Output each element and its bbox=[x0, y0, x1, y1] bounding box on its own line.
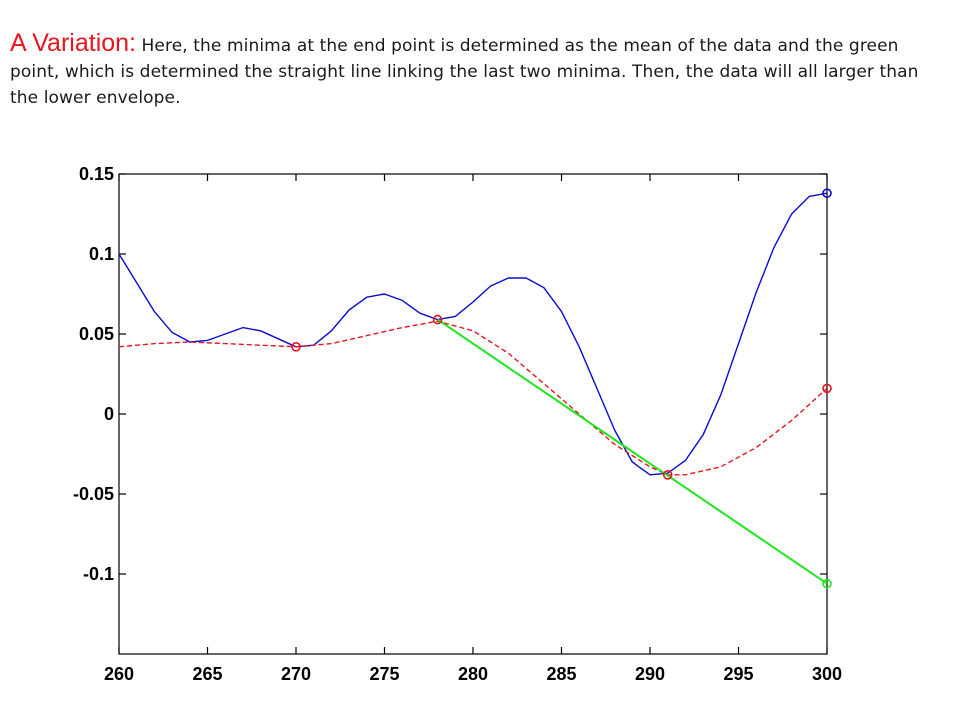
x-tick-label: 295 bbox=[723, 664, 753, 684]
x-tick-label: 260 bbox=[104, 664, 134, 684]
x-tick-label: 285 bbox=[546, 664, 576, 684]
y-tick-label: -0.1 bbox=[83, 564, 114, 584]
minima-marker-270 bbox=[291, 341, 301, 352]
y-tick-label: 0.05 bbox=[79, 324, 114, 344]
plot-area bbox=[118, 173, 828, 655]
series-markers bbox=[291, 188, 832, 589]
caption-text: Here, the minima at the end point is det… bbox=[10, 36, 919, 108]
tick-marks bbox=[118, 173, 828, 654]
extension-end-marker bbox=[822, 578, 832, 589]
slide-caption: A Variation: Here, the minima at the end… bbox=[10, 30, 940, 111]
x-tick-label: 300 bbox=[812, 664, 842, 684]
minima-marker-278 bbox=[432, 314, 443, 325]
y-tick-label: 0.15 bbox=[79, 164, 114, 184]
y-tick-label: -0.05 bbox=[73, 484, 114, 504]
y-tick-label: 0 bbox=[104, 404, 114, 424]
data-end-marker bbox=[822, 188, 832, 198]
series-line-extension bbox=[437, 318, 828, 585]
x-tick-label: 280 bbox=[458, 664, 488, 684]
series-lines bbox=[118, 192, 828, 585]
series-line-data bbox=[118, 192, 828, 476]
x-tick-label: 290 bbox=[635, 664, 665, 684]
x-tick-label: 270 bbox=[281, 664, 311, 684]
y-tick-labels: 0.15 0.1 0.05 0 -0.05 -0.1 bbox=[73, 164, 114, 584]
y-tick-label: 0.1 bbox=[89, 244, 114, 264]
envelope-end-marker bbox=[822, 383, 832, 394]
x-tick-label: 265 bbox=[192, 664, 222, 684]
x-tick-labels: 260 265 270 275 280 285 290 295 300 bbox=[104, 664, 842, 684]
series-line-lower-envelope bbox=[118, 320, 828, 476]
x-tick-label: 275 bbox=[369, 664, 399, 684]
caption-lead: A Variation: bbox=[10, 29, 137, 57]
minima-marker-291 bbox=[662, 469, 673, 480]
